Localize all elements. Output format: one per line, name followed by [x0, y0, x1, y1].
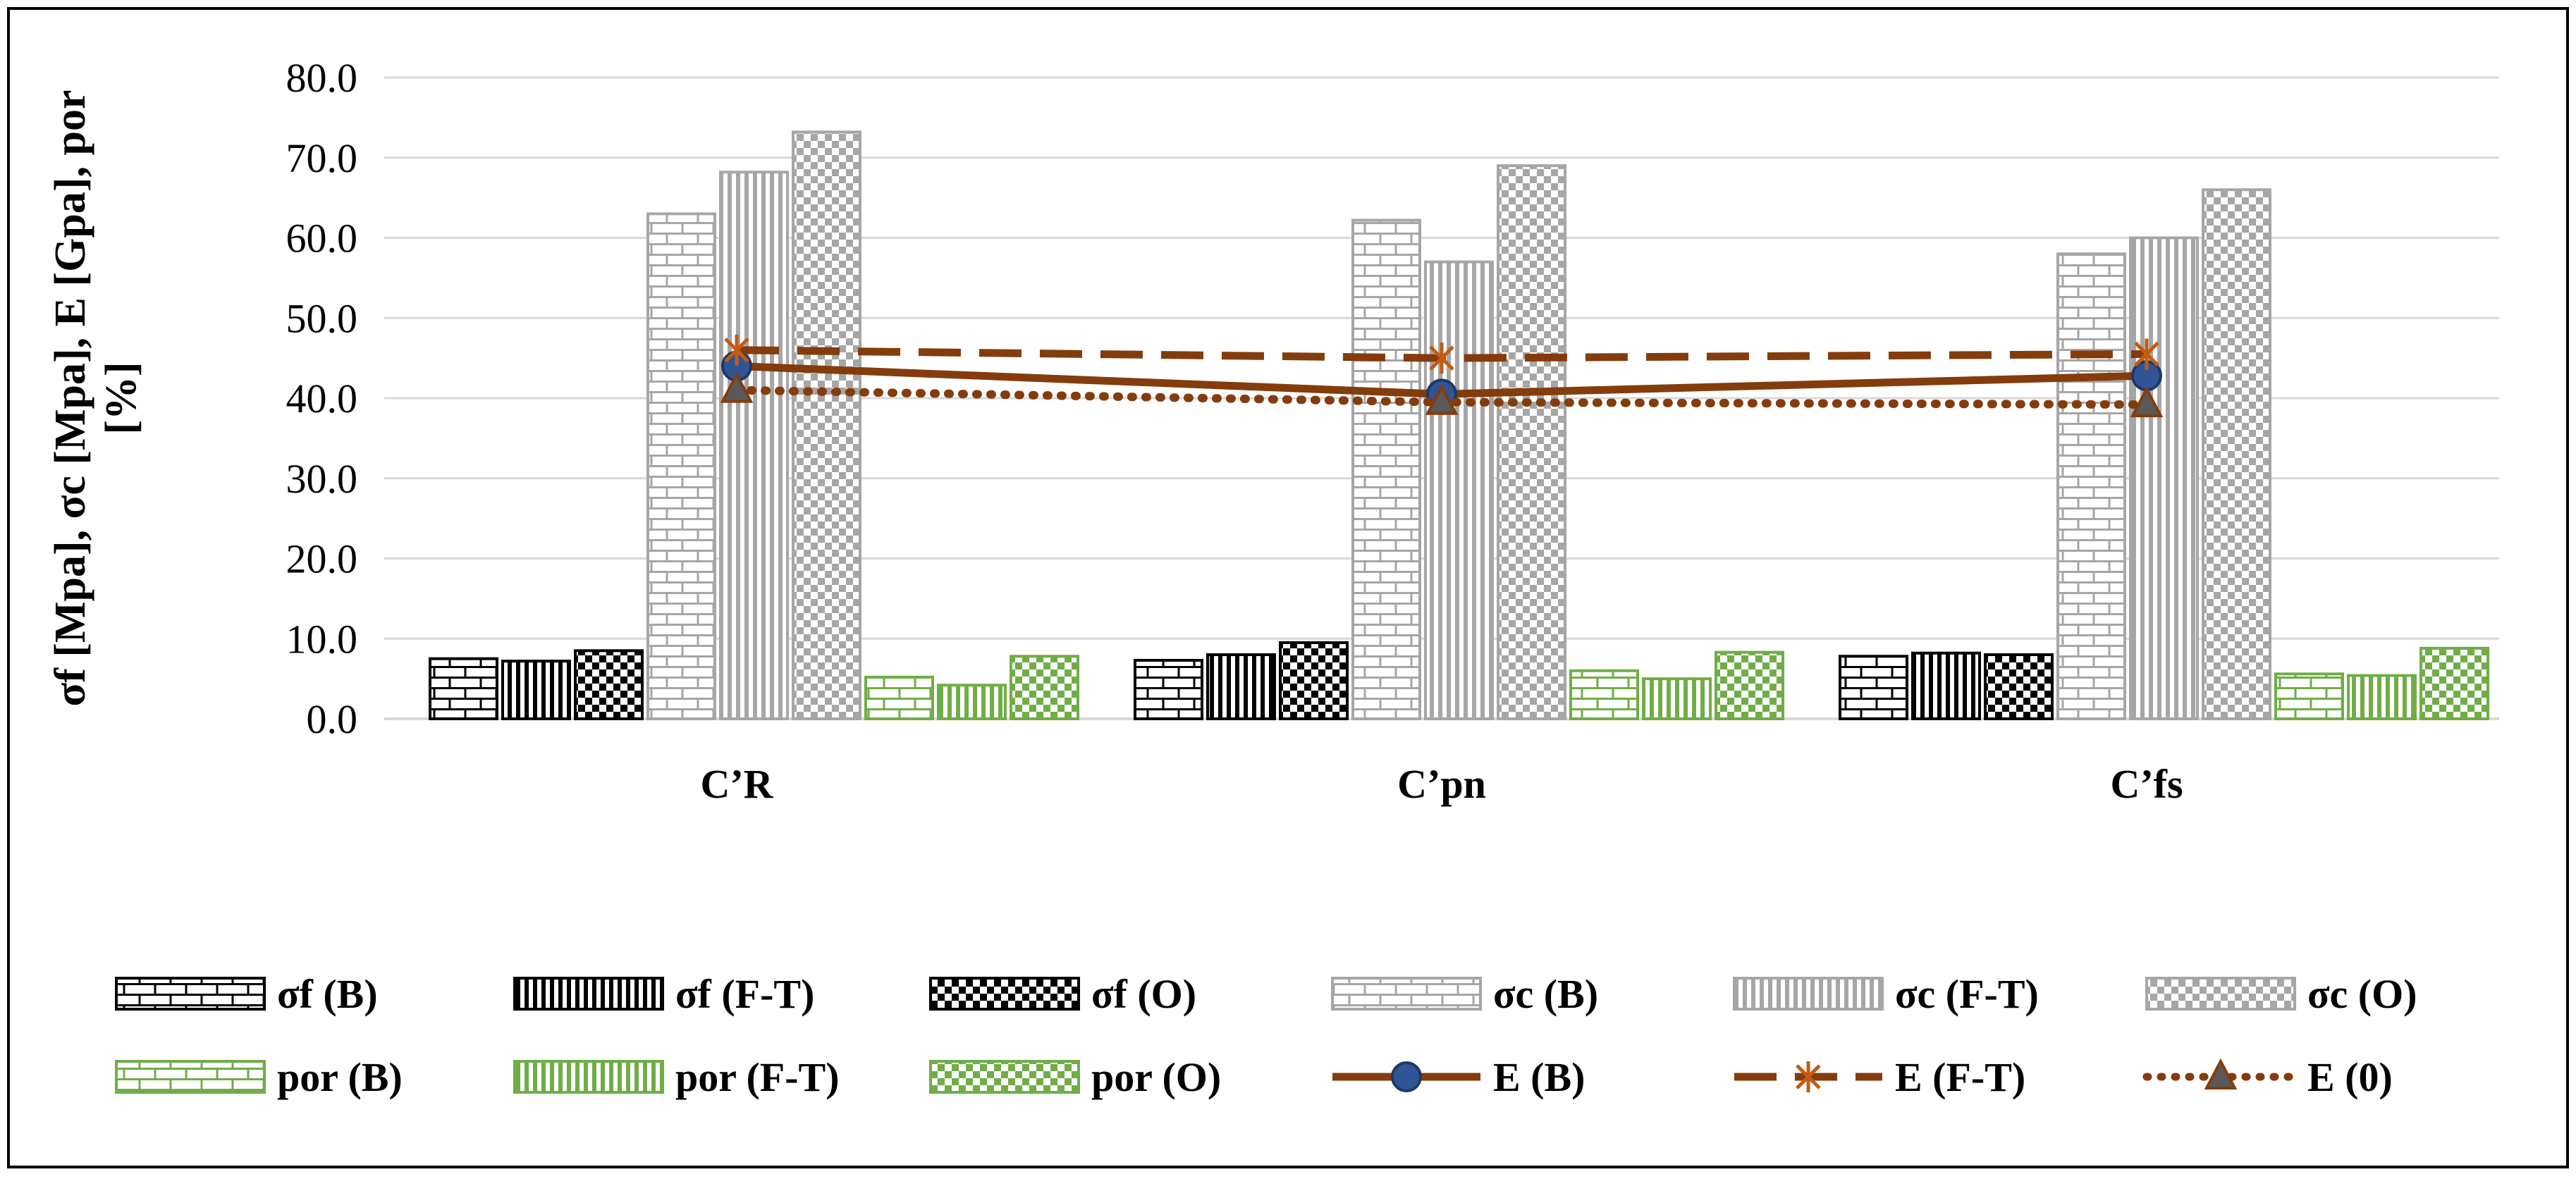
legend-item-f-b: σf (B) — [115, 971, 378, 1017]
bar-f-o-c-fs — [1984, 653, 2054, 720]
bar-c-o-c-pn — [1497, 164, 1566, 720]
bar-c-b-c-fs — [2056, 252, 2126, 720]
bar-f-b-c-fs — [1839, 655, 1908, 721]
y-tick-label: 70.0 — [286, 135, 358, 181]
legend-label: σc (B) — [1493, 971, 1598, 1017]
legend: σf (B) σf (F-T) σf (O) σc (B) σc (F-T) σc (O)… — [115, 971, 2417, 1100]
y-axis-label-text: σf [Mpa], σc [Mpa], E [Gpa], por[%] — [47, 89, 145, 706]
legend-swatch — [929, 1060, 1080, 1094]
legend-label: por (F-T) — [675, 1054, 840, 1100]
legend-swatch — [1733, 977, 1884, 1011]
y-tick-label: 10.0 — [286, 616, 358, 662]
y-tick-label: 60.0 — [286, 216, 358, 261]
legend-swatch — [1331, 977, 1482, 1011]
legend-item-f-o: σf (O) — [929, 971, 1196, 1017]
legend-label: por (O) — [1091, 1054, 1221, 1100]
bar-c-f-t-c-pn — [1424, 260, 1494, 720]
x-tick-label: C’fs — [2110, 761, 2183, 807]
legend-item-por-f-t: por (F-T) — [513, 1054, 840, 1100]
y-tick-label: 30.0 — [286, 456, 358, 502]
bar-c-b-c-r — [646, 212, 716, 720]
y-tick-labels: 0.0 10.0 20.0 30.0 40.0 50.0 60.0 70.0 80.0 — [286, 55, 358, 742]
legend-item-e-b: E (B) — [1332, 1054, 1586, 1100]
legend-label: por (B) — [277, 1054, 403, 1100]
bar-f-b-c-pn — [1134, 658, 1203, 721]
y-tick-label: 0.0 — [307, 696, 358, 742]
legend-label: σf (F-T) — [675, 971, 814, 1017]
legend-swatch — [115, 977, 266, 1011]
legend-item-c-b: σc (B) — [1331, 971, 1598, 1017]
y-axis-label-line: [%] — [97, 362, 145, 434]
bar-c-o-c-r — [792, 130, 861, 721]
legend-label: E (F-T) — [1895, 1054, 2025, 1100]
legend-swatch — [513, 977, 664, 1011]
legend-item-e-0: E (0) — [2142, 1054, 2393, 1100]
bar-por-f-t-c-r — [937, 684, 1007, 720]
legend-swatch — [929, 977, 1080, 1011]
legend-item-por-o: por (O) — [929, 1054, 1221, 1100]
bar-c-b-c-pn — [1351, 218, 1421, 721]
legend-label: E (B) — [1493, 1054, 1586, 1100]
point-e-f-t-c-pn — [1429, 342, 1454, 374]
bar-f-f-t-c-fs — [1911, 651, 1981, 720]
y-tick-label: 80.0 — [286, 55, 358, 101]
bar-marks — [429, 130, 2489, 721]
legend-label: σf (O) — [1091, 971, 1196, 1017]
legend-item-por-b: por (B) — [115, 1054, 403, 1100]
line-marks — [720, 334, 2164, 418]
bar-por-f-t-c-fs — [2347, 674, 2417, 721]
y-tick-label: 50.0 — [286, 295, 358, 341]
bar-por-o-c-fs — [2419, 646, 2489, 721]
bar-por-o-c-pn — [1715, 650, 1784, 721]
bar-por-f-t-c-pn — [1642, 677, 1712, 720]
y-axis-label: σf [Mpa], σc [Mpa], E [Gpa], por[%] — [47, 89, 145, 706]
legend-marker — [1391, 1061, 1422, 1092]
legend-marker — [2204, 1058, 2238, 1090]
legend-item-e-f-t: E (F-T) — [1734, 1054, 2025, 1100]
x-tick-label: C’pn — [1397, 761, 1486, 807]
legend-label: E (0) — [2307, 1054, 2393, 1100]
bar-c-o-c-fs — [2202, 188, 2271, 720]
x-tick-label: C’R — [700, 761, 773, 807]
point-e-f-t-c-fs — [2134, 338, 2159, 370]
point-e-0-c-fs — [2130, 385, 2164, 418]
y-axis-label-line: σf [Mpa], σc [Mpa], E [Gpa], por — [47, 89, 94, 706]
legend-item-c-f-t: σc (F-T) — [1733, 971, 2039, 1017]
legend-label: σf (B) — [277, 971, 378, 1017]
bar-f-f-t-c-pn — [1206, 653, 1276, 720]
legend-label: σc (O) — [2307, 971, 2417, 1017]
bar-c-f-t-c-fs — [2129, 236, 2199, 720]
bar-f-o-c-r — [574, 649, 644, 720]
bar-por-b-c-r — [864, 675, 934, 720]
bar-c-f-t-c-r — [719, 171, 789, 721]
y-tick-label: 40.0 — [286, 376, 358, 421]
legend-item-c-o: σc (O) — [2145, 971, 2417, 1017]
bar-f-b-c-r — [429, 657, 498, 720]
point-e-0-c-pn — [1425, 383, 1459, 415]
bar-por-o-c-r — [1010, 655, 1079, 721]
bar-por-b-c-fs — [2274, 672, 2344, 720]
x-tick-labels: C’R C’pn C’fs — [700, 761, 2183, 807]
bar-f-f-t-c-r — [501, 660, 571, 720]
point-e-0-c-r — [720, 371, 754, 403]
bar-f-o-c-pn — [1279, 641, 1349, 720]
legend-marker — [1796, 1061, 1821, 1092]
y-tick-label: 20.0 — [286, 536, 358, 582]
legend-label: σc (F-T) — [1895, 971, 2039, 1017]
legend-swatch — [2145, 977, 2296, 1011]
bar-por-b-c-pn — [1569, 669, 1639, 720]
legend-swatch — [115, 1060, 266, 1094]
legend-swatch — [513, 1060, 664, 1094]
legend-item-f-f-t: σf (F-T) — [513, 971, 814, 1017]
point-e-f-t-c-r — [724, 334, 749, 366]
